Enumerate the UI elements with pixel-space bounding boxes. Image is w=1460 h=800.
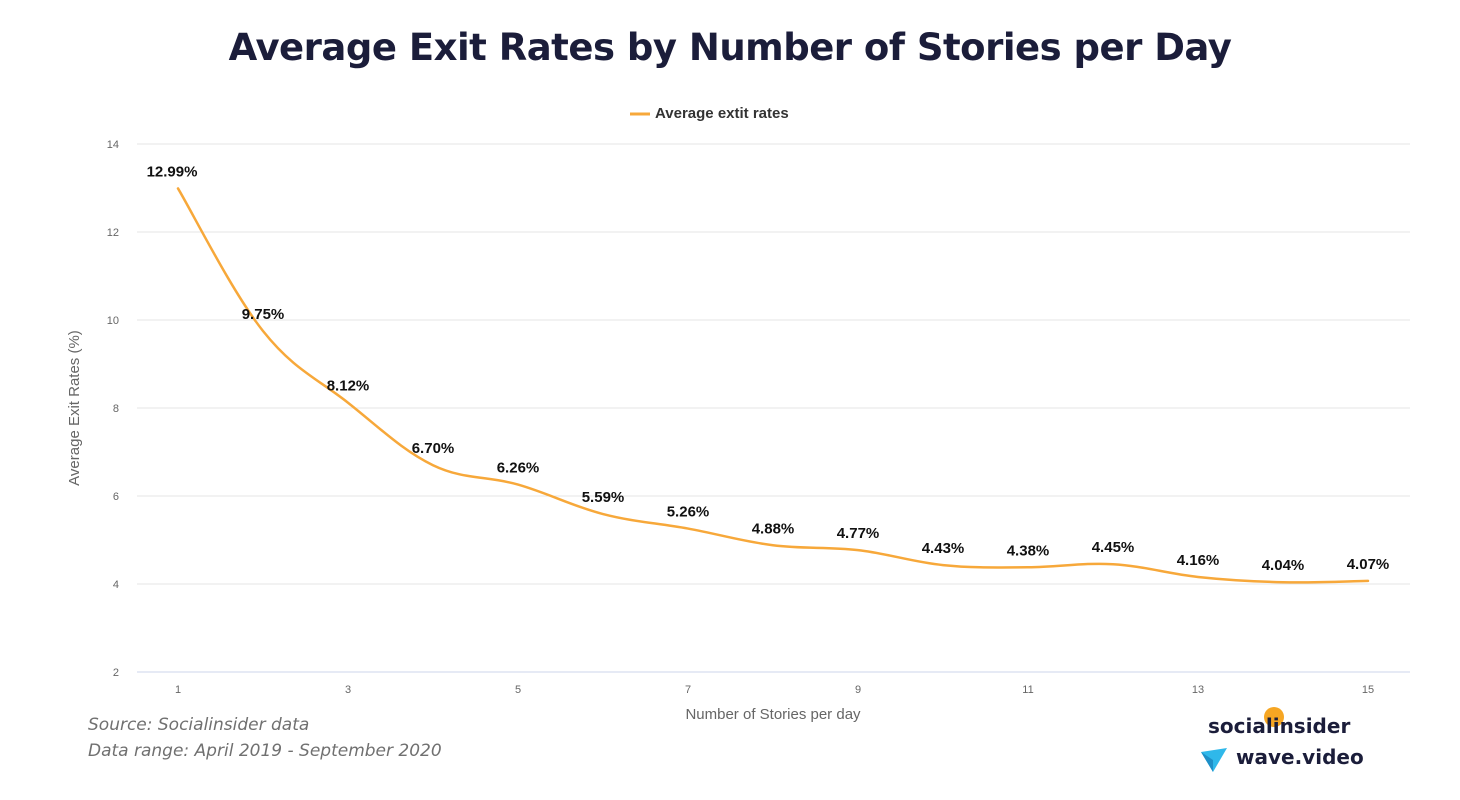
y-tick-6: 6	[113, 491, 119, 503]
x-tick-1: 1	[175, 684, 181, 696]
x-tick-5: 5	[515, 684, 521, 696]
x-tick-7: 7	[685, 684, 691, 696]
data-label-1: 12.99%	[147, 163, 198, 180]
data-label-12: 4.45%	[1092, 539, 1135, 556]
wave-video-logo-icon	[1201, 748, 1227, 772]
data-label-9: 4.77%	[837, 525, 880, 542]
data-label-13: 4.16%	[1177, 552, 1220, 569]
x-axis-label: Number of Stories per day	[685, 706, 861, 723]
x-tick-labels: 1 3 5 7 9 11 13 15	[175, 684, 1374, 696]
y-axis-label: Average Exit Rates (%)	[66, 330, 83, 486]
y-tick-2: 2	[113, 667, 119, 679]
y-tick-labels: 2 4 6 8 10 12 14	[107, 139, 119, 679]
source-note: Source: Socialinsider data	[88, 715, 310, 735]
x-tick-9: 9	[855, 684, 861, 696]
data-labels: 12.99% 9.75% 8.12% 6.70% 6.26% 5.59% 5.26% 4.88…	[147, 163, 1390, 574]
x-tick-11: 11	[1022, 684, 1033, 696]
data-label-10: 4.43%	[922, 540, 965, 557]
series-average-exit-rates	[176, 187, 1370, 584]
legend: Average extit rates	[630, 105, 789, 122]
y-tick-4: 4	[113, 579, 119, 591]
legend-label: Average extit rates	[655, 105, 789, 122]
data-label-4: 6.70%	[412, 440, 455, 457]
socialinsider-logo: socialinsider	[1208, 714, 1351, 738]
data-label-14: 4.04%	[1262, 557, 1305, 574]
chart-title: Average Exit Rates by Number of Stories …	[228, 26, 1232, 69]
y-tick-12: 12	[107, 227, 119, 239]
x-tick-15: 15	[1362, 684, 1374, 696]
y-tick-8: 8	[113, 403, 119, 415]
series-line	[176, 187, 1370, 584]
socialinsider-dot-icon	[1264, 707, 1284, 727]
wave-video-logo: wave.video	[1236, 745, 1364, 769]
y-tick-14: 14	[107, 139, 119, 151]
y-tick-10: 10	[107, 315, 119, 327]
data-label-7: 5.26%	[667, 504, 710, 521]
grid-lines	[137, 143, 1410, 673]
data-label-11: 4.38%	[1007, 542, 1050, 559]
data-label-3: 8.12%	[327, 378, 370, 395]
x-tick-13: 13	[1192, 684, 1204, 696]
data-label-2: 9.75%	[242, 306, 285, 323]
data-label-15: 4.07%	[1347, 556, 1390, 573]
data-label-6: 5.59%	[582, 489, 625, 506]
data-label-8: 4.88%	[752, 520, 795, 537]
data-range-note: Data range: April 2019 - September 2020	[88, 741, 442, 761]
x-tick-3: 3	[345, 684, 351, 696]
data-label-5: 6.26%	[497, 460, 540, 477]
